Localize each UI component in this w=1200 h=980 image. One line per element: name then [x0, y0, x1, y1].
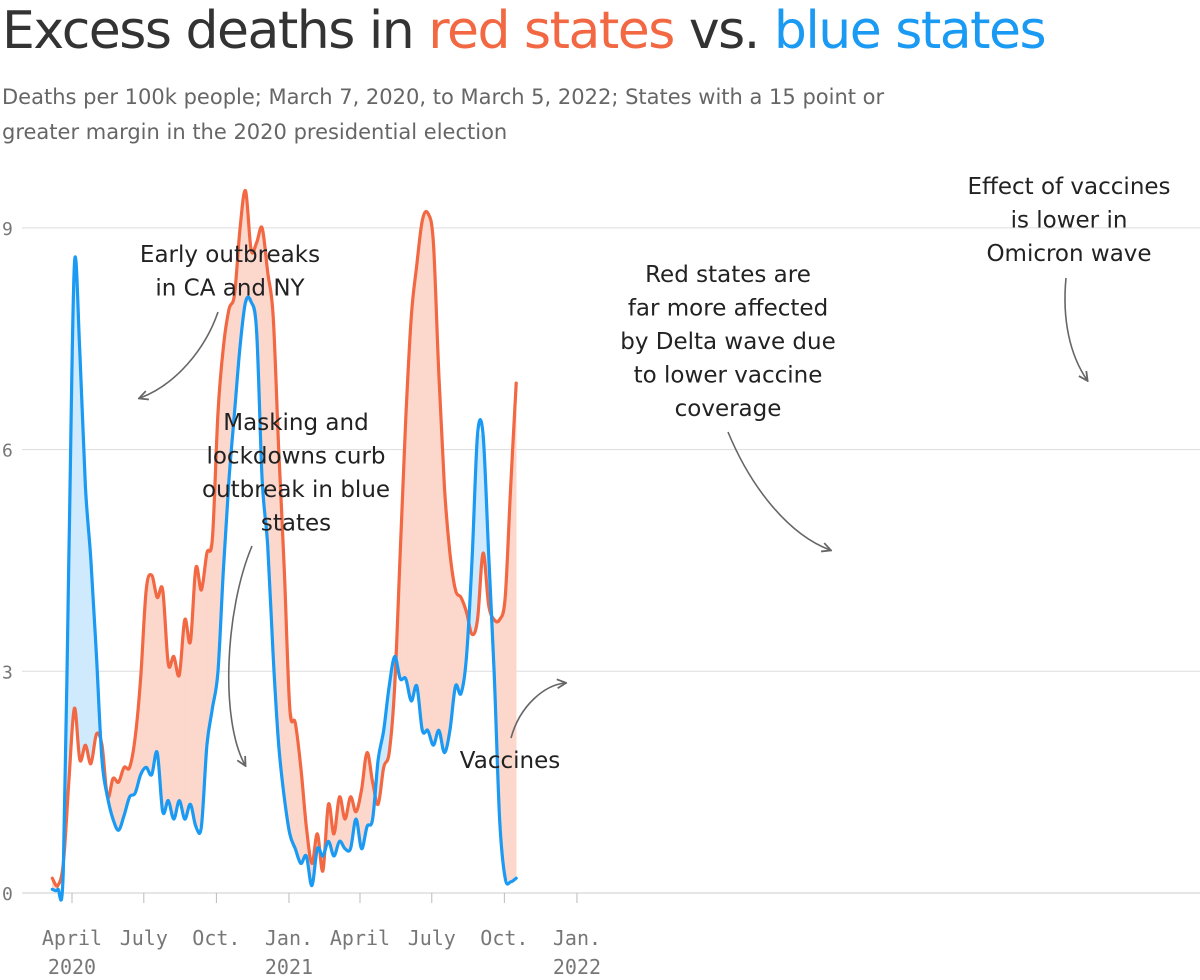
annotation-text-line: Effect of vaccines — [967, 174, 1170, 200]
annotation-text-line: Red states are — [645, 262, 811, 288]
blue-states-line — [50, 255, 518, 902]
x-axis-group: April 2020 July Oct. Jan. 2021 April July Oct. Ja… — [42, 893, 601, 979]
title-mid: vs. — [673, 1, 774, 61]
x-tick-year-label: 2022 — [553, 955, 601, 979]
x-tick-label: July — [408, 926, 456, 950]
annotation-text-line: coverage — [675, 396, 782, 422]
difference-fill — [195, 567, 202, 827]
annotation-text-line: states — [261, 511, 331, 537]
annotation-early-outbreaks: Early outbreaks in CA and NY — [140, 242, 320, 398]
x-tick-label: April — [330, 926, 390, 950]
difference-fill — [184, 619, 191, 820]
annotation-arrow — [140, 311, 219, 398]
x-tick-year-label: 2020 — [48, 955, 96, 979]
difference-fill — [455, 589, 462, 695]
annotation-text-line: outbreak in blue — [202, 477, 390, 503]
title-red-states: red states — [428, 1, 675, 61]
x-tick-label: Jan. — [553, 926, 601, 950]
y-tick-label: 9 — [2, 219, 13, 240]
y-tick-label: 0 — [2, 884, 13, 905]
difference-fill — [173, 656, 180, 820]
y-tick-label: 3 — [2, 662, 13, 683]
difference-fill — [422, 212, 429, 731]
chart-subtitle: Deaths per 100k people; March 7, 2020, t… — [2, 85, 885, 144]
red-states-line — [50, 189, 518, 888]
difference-fill — [410, 264, 418, 701]
y-tick-label: 6 — [2, 441, 13, 462]
annotation-text-line: in CA and NY — [155, 276, 305, 302]
difference-fill — [427, 213, 434, 746]
annotation-text-line: Early outbreaks — [140, 242, 320, 268]
x-tick-label: Oct. — [480, 926, 528, 950]
difference-fill — [289, 708, 296, 849]
annotation-arrow — [1064, 277, 1087, 380]
x-tick-year-label: 2021 — [265, 955, 313, 979]
annotation-omicron-wave: Effect of vaccines is lower in Omicron wav… — [967, 174, 1171, 380]
annotation-text-line: far more affected — [628, 296, 828, 322]
difference-fill — [145, 575, 152, 776]
x-tick-label: Jan. — [265, 926, 313, 950]
title-prefix: Excess deaths in — [2, 1, 429, 61]
chart-title: Excess deaths in red states vs. blue sta… — [2, 0, 1047, 62]
annotation-vaccines: Vaccines — [460, 683, 565, 774]
difference-fill — [416, 220, 423, 731]
title-blue-states: blue states — [773, 1, 1047, 61]
annotation-text-line: by Delta wave due — [620, 329, 836, 355]
annotation-text-line: Vaccines — [460, 748, 560, 774]
x-tick-label: April — [42, 926, 102, 950]
difference-fill — [167, 655, 175, 820]
annotation-text-line: Masking and — [223, 410, 368, 436]
annotation-masking-lockdowns: Masking and lockdowns curb outbreak in blu… — [202, 410, 390, 765]
annotation-text-line: is lower in — [1011, 208, 1128, 234]
x-tick-label: July — [120, 926, 168, 950]
annotation-text-line: lockdowns curb — [206, 444, 385, 470]
annotation-delta-wave: Red states are far more affected by Delta … — [620, 262, 836, 550]
annotation-arrow — [510, 683, 565, 739]
annotation-text-line: Omicron wave — [986, 241, 1151, 267]
difference-fill — [151, 575, 158, 775]
x-tick-label: Oct. — [192, 926, 240, 950]
annotation-arrow — [727, 431, 830, 550]
annotation-arrow — [227, 545, 253, 765]
annotation-text-line: to lower vaccine — [634, 363, 823, 389]
